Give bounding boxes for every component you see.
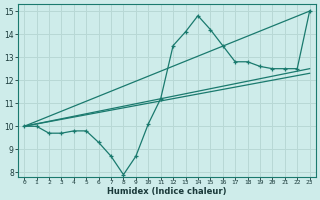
X-axis label: Humidex (Indice chaleur): Humidex (Indice chaleur) xyxy=(107,187,227,196)
